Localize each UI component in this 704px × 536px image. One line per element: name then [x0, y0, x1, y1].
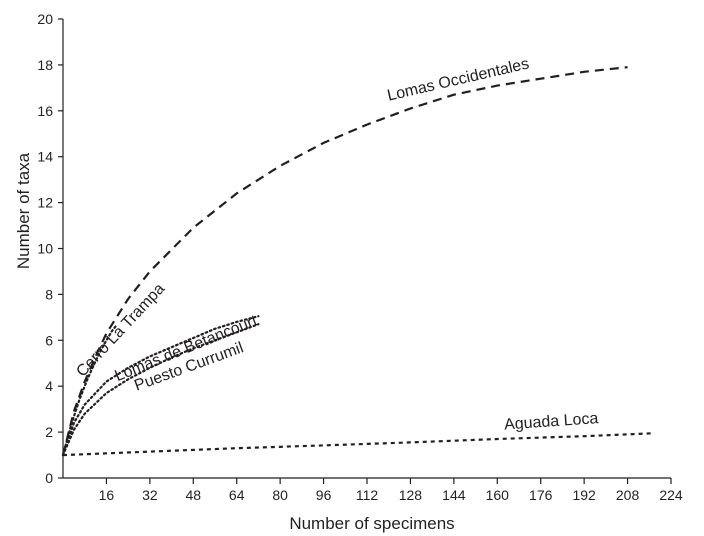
x-tick-label: 64: [229, 487, 245, 503]
x-tick-label: 160: [486, 487, 510, 503]
y-tick-label: 12: [37, 195, 53, 211]
series-line-aguada-loca: [62, 432, 655, 457]
y-tick-label: 16: [37, 103, 53, 119]
y-tick-label: 2: [45, 424, 53, 440]
x-tick-label: 48: [185, 487, 201, 503]
x-axis-title: Number of specimens: [289, 514, 454, 533]
y-tick-label: 20: [37, 11, 53, 27]
y-tick-label: 0: [45, 470, 53, 486]
series-label-lomas-occidentales: Lomas Occidentales: [386, 55, 531, 104]
y-tick-label: 8: [45, 286, 53, 302]
axes: 0 2 4 6 8 10 12 14 16 18 20 16 32 48 64 80 96 112 128 144 16…: [37, 11, 682, 503]
x-tick-label: 112: [356, 487, 379, 503]
x-tick-label: 96: [316, 487, 332, 503]
y-tick-label: 4: [45, 378, 53, 394]
x-tick-label: 16: [99, 487, 115, 503]
y-axis-title: Number of taxa: [14, 152, 33, 269]
y-tick-label: 18: [37, 57, 53, 73]
y-tick-label: 6: [45, 332, 53, 348]
x-tick-label: 80: [272, 487, 288, 503]
x-tick-label: 224: [659, 487, 683, 503]
series-line-lomas-de-betancourt: [61, 315, 260, 457]
x-tick-label: 144: [442, 487, 466, 503]
y-tick-label: 10: [37, 241, 53, 257]
series-line-cerro-la-trampa: [61, 323, 119, 457]
x-tick-label: 208: [616, 487, 640, 503]
series-label-aguada-loca: Aguada Loca: [504, 410, 599, 434]
x-tick-label: 192: [572, 487, 596, 503]
series-line-lomas-occidentales: [61, 66, 628, 456]
x-tick-label: 128: [399, 487, 423, 503]
x-tick-label: 32: [142, 487, 158, 503]
x-tick-label: 176: [529, 487, 553, 503]
series-curves: [61, 66, 655, 457]
y-tick-label: 14: [37, 149, 53, 165]
series-line-puesto-currumil: [61, 323, 260, 457]
